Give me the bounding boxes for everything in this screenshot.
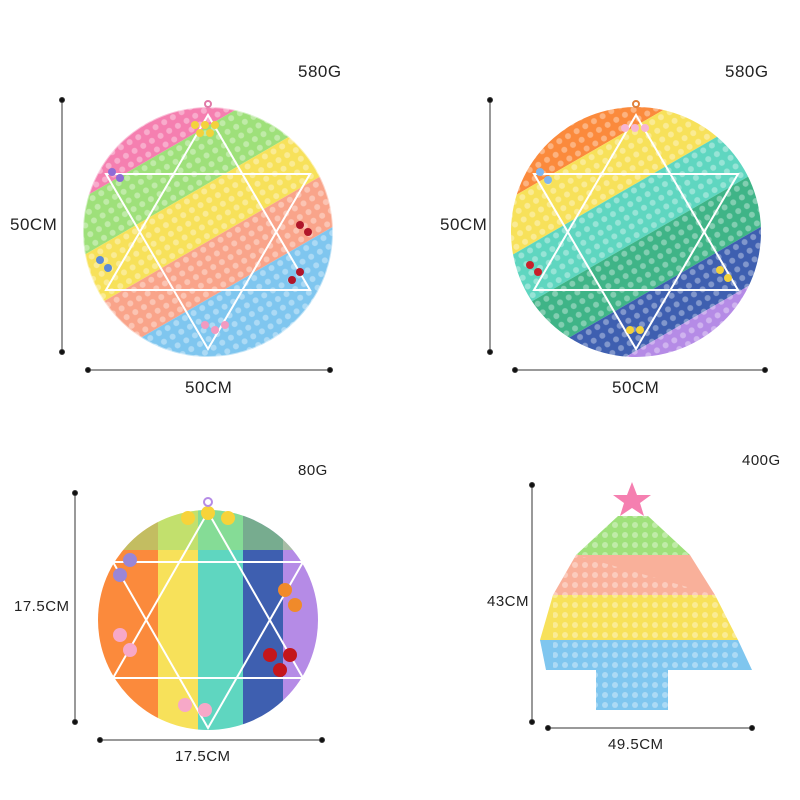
checkers-board-3: [98, 497, 318, 731]
height-label-3: 17.5CM: [14, 598, 70, 615]
weight-label-3: 80G: [298, 462, 328, 479]
weight-label-1: 580G: [298, 62, 342, 81]
width-label-3: 17.5CM: [175, 748, 231, 765]
width-label-4: 49.5CM: [608, 736, 664, 753]
width-label-2: 50CM: [612, 378, 660, 397]
height-label-4: 43CM: [487, 593, 530, 610]
christmas-tree-board: [540, 482, 752, 710]
width-label-1: 50CM: [185, 378, 233, 397]
height-label-2: 50CM: [440, 215, 488, 234]
weight-label-2: 580G: [725, 62, 769, 81]
weight-label-4: 400G: [742, 452, 781, 469]
height-label-1: 50CM: [10, 215, 58, 234]
dimension-lines: [59, 97, 768, 743]
